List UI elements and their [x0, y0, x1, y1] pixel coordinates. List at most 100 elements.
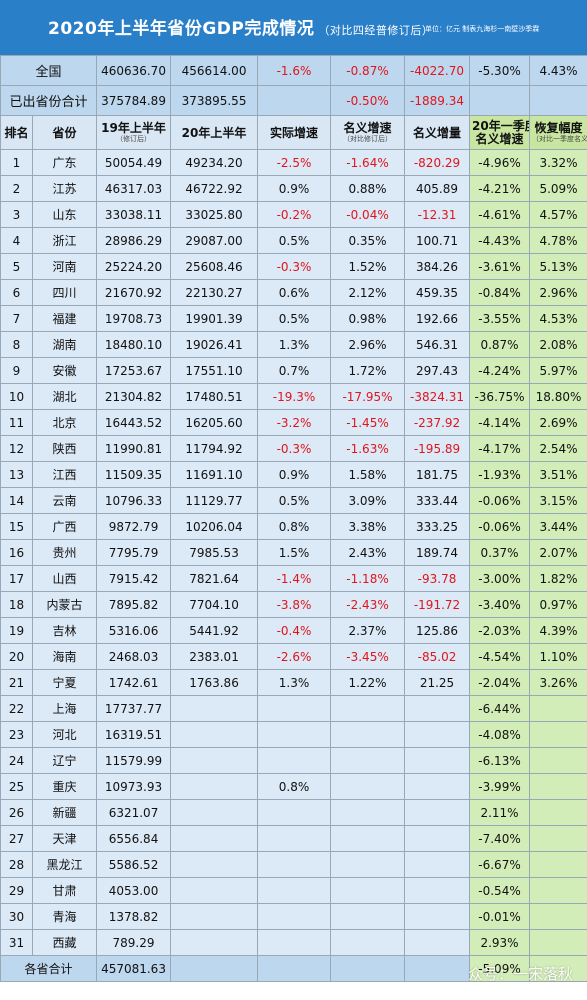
real-growth-cell: 0.8%: [257, 773, 332, 800]
national-label: 全国: [0, 55, 98, 86]
real-growth-cell: [257, 695, 332, 722]
province-cell: 辽宁: [31, 747, 98, 774]
title-bar: 2020年上半年省份GDP完成情况 （对比四经普修订后） 单位：亿元 制表九海杉一…: [0, 0, 587, 55]
q1-growth-cell: -2.03%: [469, 617, 531, 644]
nominal-growth-cell: -3.45%: [330, 643, 406, 670]
table-row: 18 内蒙古 7895.82 7704.10 -3.8% -2.43% -191.72 -3.…: [0, 591, 587, 618]
h1-2020-cell: 29087.00: [170, 227, 259, 254]
nominal-increase-cell: [404, 721, 471, 748]
nominal-increase-cell: 21.25: [404, 669, 471, 696]
h1-2019-cell: 21670.92: [96, 279, 172, 306]
real-growth-cell: 0.6%: [257, 279, 332, 306]
col-province: 省份: [31, 115, 98, 150]
province-cell: 安徽: [31, 357, 98, 384]
q1-growth-cell: 0.37%: [469, 539, 531, 566]
h1-2020-cell: 17480.51: [170, 383, 259, 410]
released-2020: 373895.55: [170, 85, 259, 116]
province-cell: 湖北: [31, 383, 98, 410]
h1-2019-cell: 1742.61: [96, 669, 172, 696]
recovery-cell: 4.57%: [529, 201, 587, 228]
q1-growth-cell: 2.11%: [469, 799, 531, 826]
total-label: 各省合计: [0, 955, 98, 982]
recovery-cell: 3.26%: [529, 669, 587, 696]
h1-2020-cell: 11794.92: [170, 435, 259, 462]
h1-2019-cell: 11509.35: [96, 461, 172, 488]
page-title: 2020年上半年省份GDP完成情况 （对比四经普修订后）: [48, 14, 433, 39]
col-nominal-note: （对比修订后）: [343, 135, 393, 143]
h1-2020-cell: [170, 799, 259, 826]
province-cell: 海南: [31, 643, 98, 670]
h1-2020-cell: [170, 877, 259, 904]
table-row: 17 山西 7915.42 7821.64 -1.4% -1.18% -93.78 -3.00…: [0, 565, 587, 592]
province-cell: 广东: [31, 149, 98, 176]
recovery-cell: [529, 721, 587, 748]
h1-2019-cell: 6321.07: [96, 799, 172, 826]
col-nominal-growth: 名义增速 （对比修订后）: [330, 115, 406, 150]
recovery-cell: 2.96%: [529, 279, 587, 306]
real-growth-cell: -0.3%: [257, 253, 332, 280]
real-growth-cell: 0.5%: [257, 487, 332, 514]
table-row: 12 陕西 11990.81 11794.92 -0.3% -1.63% -195.89 -4…: [0, 435, 587, 462]
province-cell: 广西: [31, 513, 98, 540]
h1-2019-cell: 5316.06: [96, 617, 172, 644]
real-growth-cell: [257, 721, 332, 748]
q1-growth-cell: -3.55%: [469, 305, 531, 332]
real-growth-cell: -1.4%: [257, 565, 332, 592]
province-cell: 山西: [31, 565, 98, 592]
h1-2020-cell: 2383.01: [170, 643, 259, 670]
province-cell: 江苏: [31, 175, 98, 202]
nominal-increase-cell: -93.78: [404, 565, 471, 592]
h1-2019-cell: 28986.29: [96, 227, 172, 254]
province-cell: 内蒙古: [31, 591, 98, 618]
nominal-increase-cell: 384.26: [404, 253, 471, 280]
h1-2020-cell: 11129.77: [170, 487, 259, 514]
rank-cell: 25: [0, 773, 33, 800]
recovery-cell: 4.39%: [529, 617, 587, 644]
gdp-table: 全国 460636.70 456614.00 -1.6% -0.87% -402…: [0, 55, 587, 982]
recovery-cell: 5.13%: [529, 253, 587, 280]
h1-2019-cell: 10973.93: [96, 773, 172, 800]
table-row: 14 云南 10796.33 11129.77 0.5% 3.09% 333.44 -0.06…: [0, 487, 587, 514]
q1-growth-cell: -3.40%: [469, 591, 531, 618]
real-growth-cell: [257, 851, 332, 878]
h1-2019-cell: 7895.82: [96, 591, 172, 618]
real-growth-cell: [257, 825, 332, 852]
province-cell: 四川: [31, 279, 98, 306]
table-body: 全国 460636.70 456614.00 -1.6% -0.87% -402…: [0, 55, 587, 982]
recovery-cell: 2.54%: [529, 435, 587, 462]
province-cell: 天津: [31, 825, 98, 852]
province-cell: 浙江: [31, 227, 98, 254]
nominal-increase-cell: 181.75: [404, 461, 471, 488]
h1-2019-cell: 789.29: [96, 929, 172, 956]
nominal-increase-cell: 333.25: [404, 513, 471, 540]
h1-2019-cell: 18480.10: [96, 331, 172, 358]
q1-growth-cell: -4.08%: [469, 721, 531, 748]
col-2019-label: 19年上半年: [101, 121, 166, 135]
h1-2020-cell: 1763.86: [170, 669, 259, 696]
province-cell: 新疆: [31, 799, 98, 826]
released-q1-empty: [469, 85, 531, 116]
recovery-cell: [529, 695, 587, 722]
h1-2020-cell: [170, 903, 259, 930]
q1-growth-cell: -6.13%: [469, 747, 531, 774]
h1-2020-cell: 46722.92: [170, 175, 259, 202]
national-2019: 460636.70: [96, 55, 172, 86]
summary-row-released: 已出省份合计 375784.89 373895.55 -0.50% -1889.…: [0, 85, 587, 116]
rank-cell: 22: [0, 695, 33, 722]
rank-cell: 30: [0, 903, 33, 930]
nominal-growth-cell: 1.72%: [330, 357, 406, 384]
province-cell: 陕西: [31, 435, 98, 462]
table-row: 23 河北 16319.51 -4.08%: [0, 721, 587, 748]
recovery-cell: 3.15%: [529, 487, 587, 514]
recovery-cell: [529, 773, 587, 800]
recovery-cell: 1.10%: [529, 643, 587, 670]
real-growth-cell: [257, 877, 332, 904]
province-cell: 甘肃: [31, 877, 98, 904]
table-row: 22 上海 17737.77 -6.44%: [0, 695, 587, 722]
province-cell: 上海: [31, 695, 98, 722]
h1-2019-cell: 11990.81: [96, 435, 172, 462]
nominal-increase-cell: [404, 877, 471, 904]
recovery-cell: 2.69%: [529, 409, 587, 436]
national-q1-growth: -5.30%: [469, 55, 531, 86]
h1-2019-cell: 46317.03: [96, 175, 172, 202]
